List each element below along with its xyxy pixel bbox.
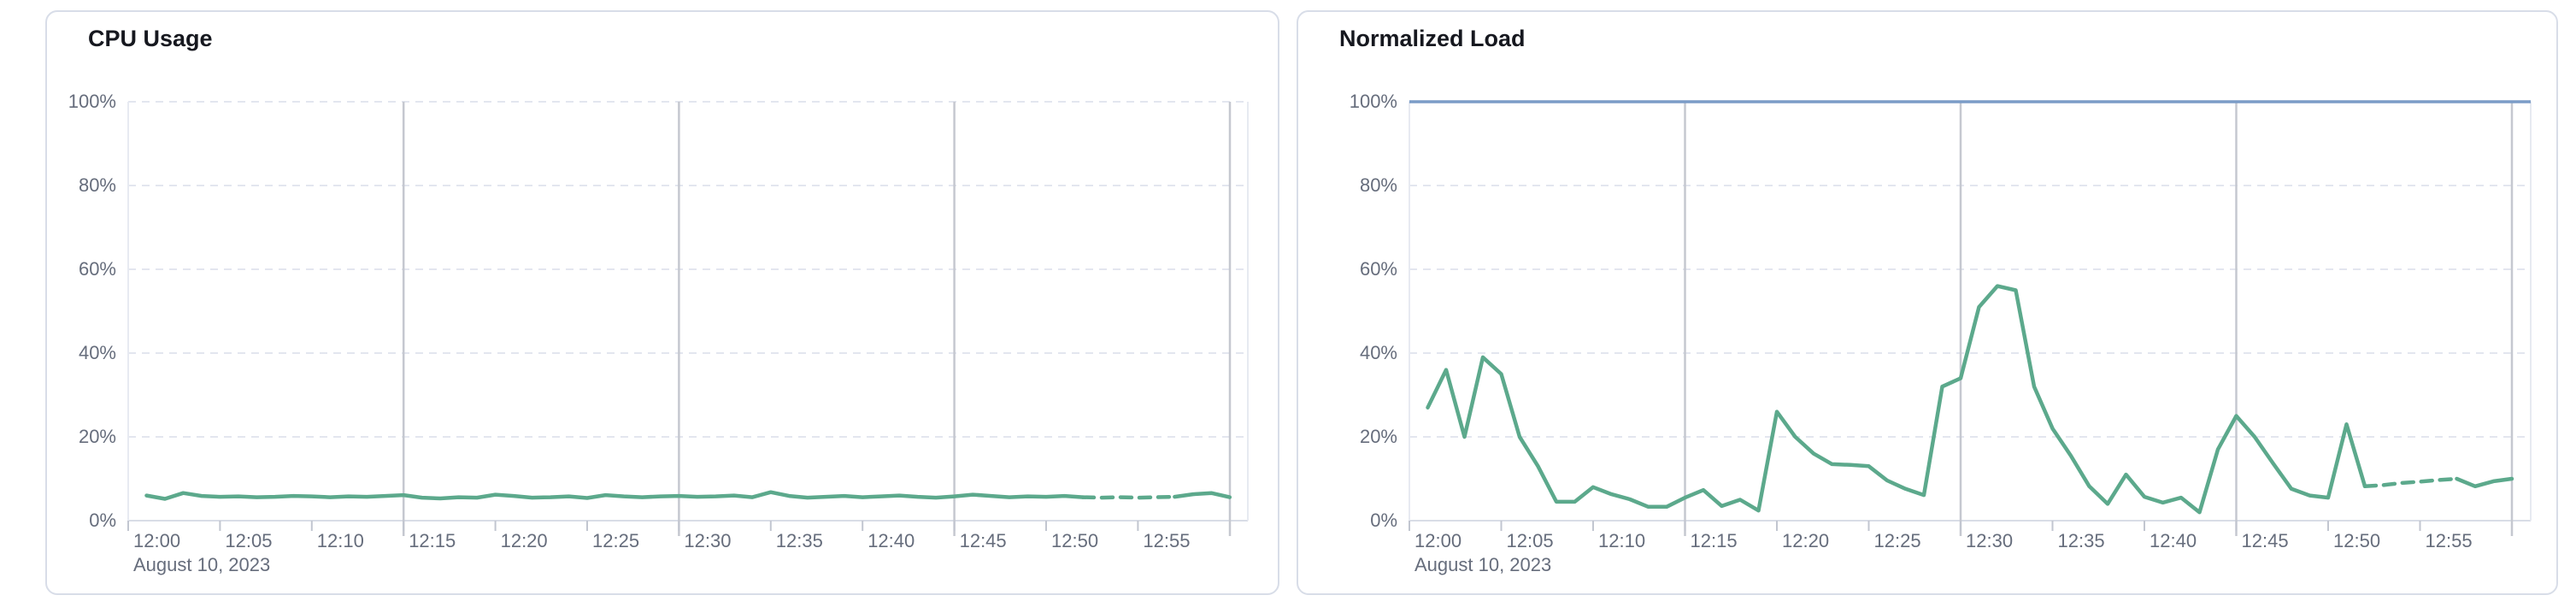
x-tick-label: 12:50	[2333, 530, 2380, 551]
x-tick-label: 12:50	[1051, 530, 1098, 551]
x-axis-date-label: August 10, 2023	[1414, 554, 1551, 575]
x-tick-label: 12:15	[1691, 530, 1738, 551]
normalized-load-title: Normalized Load	[1339, 26, 1526, 51]
y-tick-label: 100%	[68, 91, 116, 112]
y-tick-label: 60%	[79, 258, 116, 280]
x-tick-label: 12:05	[225, 530, 272, 551]
y-tick-label: 0%	[1370, 510, 1397, 531]
y-tick-label: 100%	[1350, 91, 1397, 112]
x-tick-label: 12:40	[867, 530, 915, 551]
x-tick-label: 12:30	[1966, 530, 2013, 551]
x-tick-label: 12:35	[776, 530, 823, 551]
cpu-usage-chart[interactable]: 0% 20% 40% 60% 80% 100% 12:00 12:05 12:10 12:15 12…	[47, 74, 1279, 595]
x-tick-label: 12:25	[1874, 530, 1921, 551]
x-tick-label: 12:45	[960, 530, 1007, 551]
y-tick-label: 0%	[89, 510, 116, 531]
x-tick-label: 12:00	[1414, 530, 1461, 551]
cpu-usage-line-tail	[1173, 491, 1232, 499]
x-tick-label: 12:15	[409, 530, 456, 551]
y-tick-label: 40%	[79, 342, 116, 363]
cpu-usage-line-solid	[144, 490, 1085, 501]
x-tick-label: 12:20	[501, 530, 548, 551]
x-tick-label: 12:00	[133, 530, 180, 551]
normalized-load-chart[interactable]: 0% 20% 40% 60% 80% 100% 12:00 12:05 12:10 12:15 12…	[1298, 74, 2558, 595]
x-tick-label: 12:05	[1507, 530, 1554, 551]
x-tick-label: 12:30	[684, 530, 731, 551]
y-tick-label: 80%	[79, 174, 116, 196]
x-tick-label: 12:55	[2426, 530, 2473, 551]
cpu-usage-line-dashed	[1080, 494, 1177, 500]
normalized-load-line-tail	[2455, 476, 2514, 489]
x-tick-label: 12:40	[2150, 530, 2197, 551]
x-axis-date-label: August 10, 2023	[133, 554, 270, 575]
normalized-load-line-solid	[1426, 284, 2367, 515]
x-tick-label: 12:45	[2242, 530, 2289, 551]
y-tick-label: 20%	[1360, 426, 1397, 447]
cpu-usage-card: CPU Usage 0% 20% 40% 60% 80% 100% 12:00 12:05 12…	[45, 10, 1279, 595]
y-tick-label: 20%	[79, 426, 116, 447]
y-tick-label: 60%	[1360, 258, 1397, 280]
normalized-load-line-dashed	[2362, 476, 2459, 489]
normalized-load-card: Normalized Load 0% 20% 40% 60% 80% 100% 12:00 1…	[1297, 10, 2558, 595]
y-tick-label: 80%	[1360, 174, 1397, 196]
cpu-usage-title: CPU Usage	[88, 26, 213, 51]
y-tick-label: 40%	[1360, 342, 1397, 363]
x-tick-label: 12:20	[1782, 530, 1829, 551]
x-tick-label: 12:25	[592, 530, 639, 551]
x-tick-label: 12:55	[1143, 530, 1190, 551]
x-tick-label: 12:10	[1598, 530, 1645, 551]
x-tick-label: 12:10	[317, 530, 364, 551]
x-tick-label: 12:35	[2058, 530, 2105, 551]
